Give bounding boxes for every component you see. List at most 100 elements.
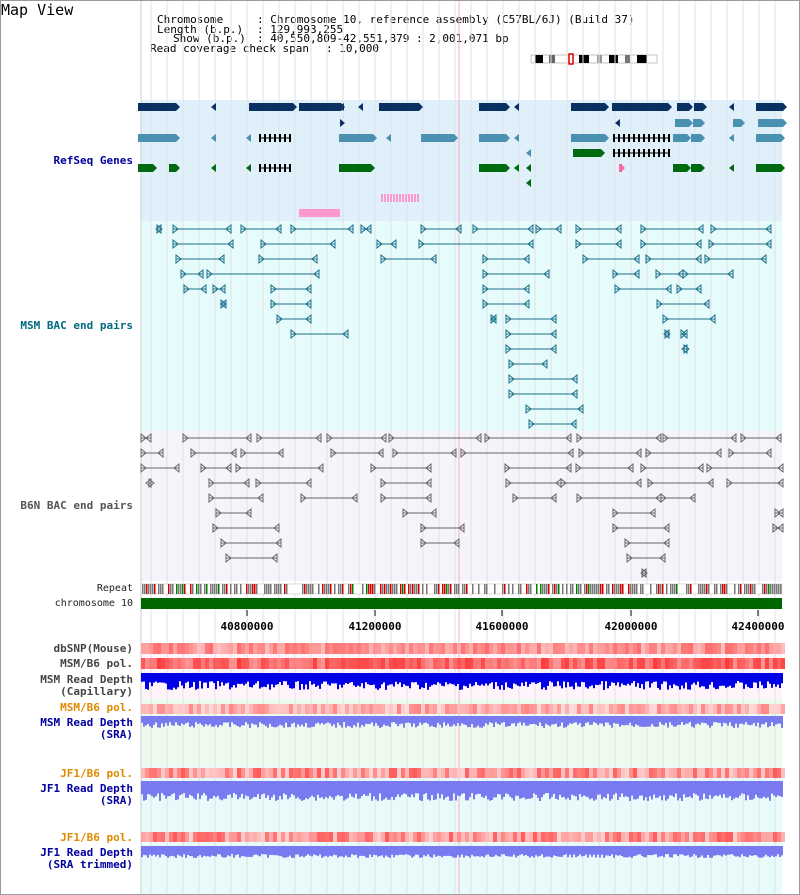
msm-b6-pol-heat-cell [437, 704, 441, 714]
jf1-b6-pol-heat-cell [765, 832, 769, 842]
jf1-sra-depth-bar [731, 781, 733, 801]
msm-capillary-depth-bar [221, 673, 223, 683]
msm-sra-depth-bar [567, 716, 569, 726]
msm-b6-pol-heat-cell [661, 704, 665, 714]
jf1-sra-depth-bar [255, 781, 257, 798]
b6n-bac-pair-end [663, 537, 670, 549]
jf1-trimmed-depth-bar [335, 846, 337, 856]
msm-sra-depth-bar [723, 716, 725, 723]
jf1-b6-pol-heat-cell [613, 832, 617, 842]
jf1-trimmed-depth-bar [355, 846, 357, 855]
msm-b6-pol-heat-cell [517, 704, 521, 714]
msm-capillary-depth-bar [539, 673, 541, 683]
axis-tick-label: 40800000 [220, 620, 274, 633]
b6n-bac-pair-end [300, 492, 307, 504]
msm-b6-pol-heat-cell [649, 658, 653, 669]
msm-sra-depth-bar [433, 716, 435, 727]
jf1-trimmed-depth-bar [533, 846, 535, 858]
jf1-depth-sra-label[interactable]: JF1 Read Depth (SRA) [40, 783, 133, 807]
axis-tick-label: 41600000 [475, 620, 529, 633]
jf1-b6-pol-heat-cell [481, 832, 485, 842]
repeat-track[interactable] [1, 1, 800, 641]
dbsnp-heat-cell [169, 643, 173, 654]
jf1-trimmed-depth-bar [407, 846, 409, 855]
msm-capillary-depth-bar [489, 673, 491, 684]
jf1-depth-trimmed-label[interactable]: JF1 Read Depth (SRA trimmed) [40, 847, 133, 871]
msm-capillary-depth-bar [257, 673, 259, 682]
msm-capillary-depth-bar [731, 673, 733, 688]
dbsnp-track-label[interactable]: dbSNP(Mouse) [53, 642, 133, 655]
msm-b6-pol-label-2[interactable]: MSM/B6 pol. [60, 701, 133, 714]
jf1-trimmed-depth-bar [711, 846, 713, 858]
jf1-b6-pol-label-2[interactable]: JF1/B6 pol. [60, 831, 133, 844]
jf1-sra-depth-bar [265, 781, 267, 798]
refseq-genes-track[interactable] [1, 1, 800, 231]
msm-capillary-depth-bar [333, 673, 335, 684]
msm-capillary-depth-bar [239, 673, 241, 685]
msm-sra-depth-bar [699, 716, 701, 725]
jf1-b6-pol-heat-cell [245, 832, 249, 842]
msm-capillary-depth-bar [309, 673, 311, 682]
msm-bac-track-label[interactable]: MSM BAC end pairs [20, 319, 133, 332]
refseq-track-label[interactable]: RefSeq Genes [53, 154, 133, 167]
msm-b6-pol-heat-cell [641, 658, 645, 669]
jf1-trimmed-depth-bar [671, 846, 673, 858]
msm-bac-pair-end [614, 283, 621, 295]
msm-bac-pair-end [695, 238, 702, 250]
repeat-element [328, 584, 330, 594]
msm-sra-depth-bar [449, 716, 451, 727]
repeat-element [198, 584, 200, 594]
msm-capillary-depth-bar [673, 673, 675, 685]
dbsnp-heat-cell [329, 643, 333, 654]
jf1-sra-depth-bar [515, 781, 517, 796]
jf1-b6-pol-label-1[interactable]: JF1/B6 pol. [60, 767, 133, 780]
jf1-trimmed-depth-bar [643, 846, 645, 858]
msm-bac-track[interactable] [1, 1, 800, 441]
jf1-sra-depth-bar [491, 781, 493, 800]
refseq-gene-arrow [621, 164, 625, 172]
refseq-gene [673, 134, 687, 142]
jf1-b6-pol-heat-cell [409, 832, 413, 842]
dbsnp-heat-cell [221, 643, 225, 654]
repeat-element [458, 584, 460, 594]
msm-b6-pol-heat-cell [637, 658, 641, 669]
msm-b6-pol-label-1[interactable]: MSM/B6 pol. [60, 657, 133, 670]
jf1-trimmed-depth-bar [571, 846, 573, 858]
jf1-b6-pol-heat-cell [553, 768, 557, 778]
jf1-trimmed-depth-bar [267, 846, 269, 858]
msm-capillary-depth-bar [371, 673, 373, 686]
jf1-b6-pol-heat-cell [645, 768, 649, 778]
msm-b6-pol-heat-cell [353, 704, 357, 714]
msm-depth-sra-label[interactable]: MSM Read Depth (SRA) [40, 717, 133, 741]
jf1-b6-pol-heat-cell [525, 768, 529, 778]
jf1-trimmed-depth-bar [565, 846, 567, 855]
jf1-b6-pol-heat-cell [201, 832, 205, 842]
jf1-trimmed-depth-bar [287, 846, 289, 857]
msm-capillary-depth-bar [347, 673, 349, 684]
jf1-b6-pol-heat-cell [557, 768, 561, 778]
msm-b6-pol-heat-cell [753, 658, 757, 669]
msm-depth-capillary-label[interactable]: MSM Read Depth (Capillary) [40, 674, 133, 698]
refseq-gene [691, 134, 701, 142]
msm-sra-depth-bar [559, 716, 561, 727]
jf1-b6-pol-heat-cell [309, 832, 313, 842]
msm-sra-depth-bar [763, 716, 765, 725]
jf1-b6-pol-heat-cell [425, 832, 429, 842]
msm-sra-depth-bar [349, 716, 351, 727]
msm-sra-depth-bar [363, 716, 365, 727]
msm-b6-pol-heat-cell [233, 658, 237, 669]
msm-b6-pol-heat-cell [581, 658, 585, 669]
b6n-bac-track-label[interactable]: B6N BAC end pairs [20, 499, 133, 512]
b6n-bac-track[interactable] [1, 1, 800, 591]
msm-b6-pol-heat-cell [285, 658, 289, 669]
jf1-sra-depth-bar [723, 781, 725, 795]
msm-capillary-depth-bar [439, 673, 441, 684]
msm-capillary-depth-bar [155, 673, 157, 682]
msm-b6-pol-heat-cell [437, 658, 441, 669]
jf1-trimmed-depth-bar [721, 846, 723, 857]
jf1-trimmed-depth-bar [459, 846, 461, 858]
refseq-gene [733, 119, 741, 127]
msm-sra-depth-bar [599, 716, 601, 724]
msm-b6-pol-heat-cell [165, 704, 169, 714]
